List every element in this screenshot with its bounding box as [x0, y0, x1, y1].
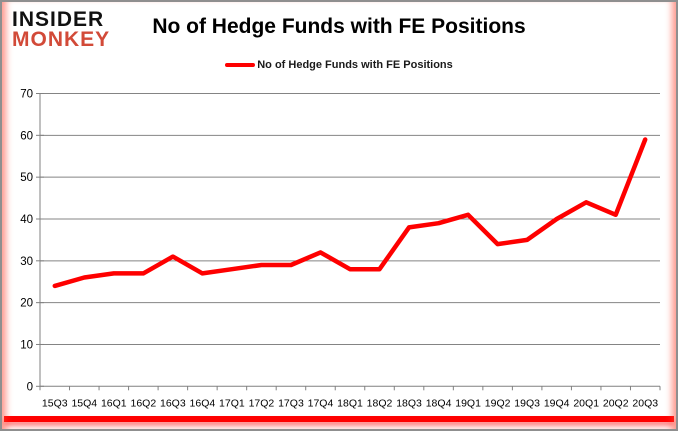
x-tick-label: 18Q3 — [396, 397, 422, 409]
y-tick-label: 10 — [20, 339, 33, 351]
chart-legend: No of Hedge Funds with FE Positions — [2, 59, 676, 71]
chart-title: No of Hedge Funds with FE Positions — [152, 15, 526, 38]
x-tick-label: 18Q1 — [337, 397, 363, 409]
x-tick-label: 15Q3 — [42, 397, 68, 409]
y-tick-label: 70 — [20, 89, 33, 101]
x-tick-label: 17Q4 — [308, 397, 334, 409]
x-tick-label: 16Q2 — [130, 397, 156, 409]
x-tick-label: 20Q3 — [632, 397, 658, 409]
x-tick-label: 16Q4 — [190, 397, 216, 409]
x-tick-label: 19Q4 — [544, 397, 570, 409]
y-tick-label: 60 — [20, 130, 33, 142]
y-tick-label: 0 — [27, 381, 33, 393]
x-tick-label: 16Q3 — [160, 397, 186, 409]
y-tick-label: 30 — [20, 256, 33, 268]
insider-monkey-logo: INSIDER MONKEY — [12, 9, 110, 51]
x-tick-label: 20Q1 — [573, 397, 599, 409]
x-tick-label: 20Q2 — [603, 397, 629, 409]
x-tick-label: 15Q4 — [71, 397, 97, 409]
logo-text-insider: INSIDER — [12, 8, 105, 31]
x-tick-label: 17Q1 — [219, 397, 245, 409]
x-tick-label: 17Q2 — [249, 397, 275, 409]
x-tick-label: 19Q2 — [485, 397, 511, 409]
y-tick-label: 20 — [20, 298, 33, 310]
series-line — [52, 137, 648, 289]
x-tick-label: 16Q1 — [101, 397, 127, 409]
x-tick-label: 18Q4 — [426, 397, 452, 409]
legend-line-swatch — [225, 63, 256, 67]
x-tick-label: 17Q3 — [278, 397, 304, 409]
logo-text-monkey: MONKEY — [12, 28, 111, 51]
bottom-accent-bar — [4, 416, 674, 422]
x-tick-label: 19Q3 — [514, 397, 540, 409]
x-tick-label: 19Q1 — [455, 397, 481, 409]
x-tick-label: 18Q2 — [367, 397, 393, 409]
y-tick-label: 40 — [20, 214, 33, 226]
y-tick-label: 50 — [20, 172, 33, 184]
legend-label: No of Hedge Funds with FE Positions — [257, 59, 453, 71]
